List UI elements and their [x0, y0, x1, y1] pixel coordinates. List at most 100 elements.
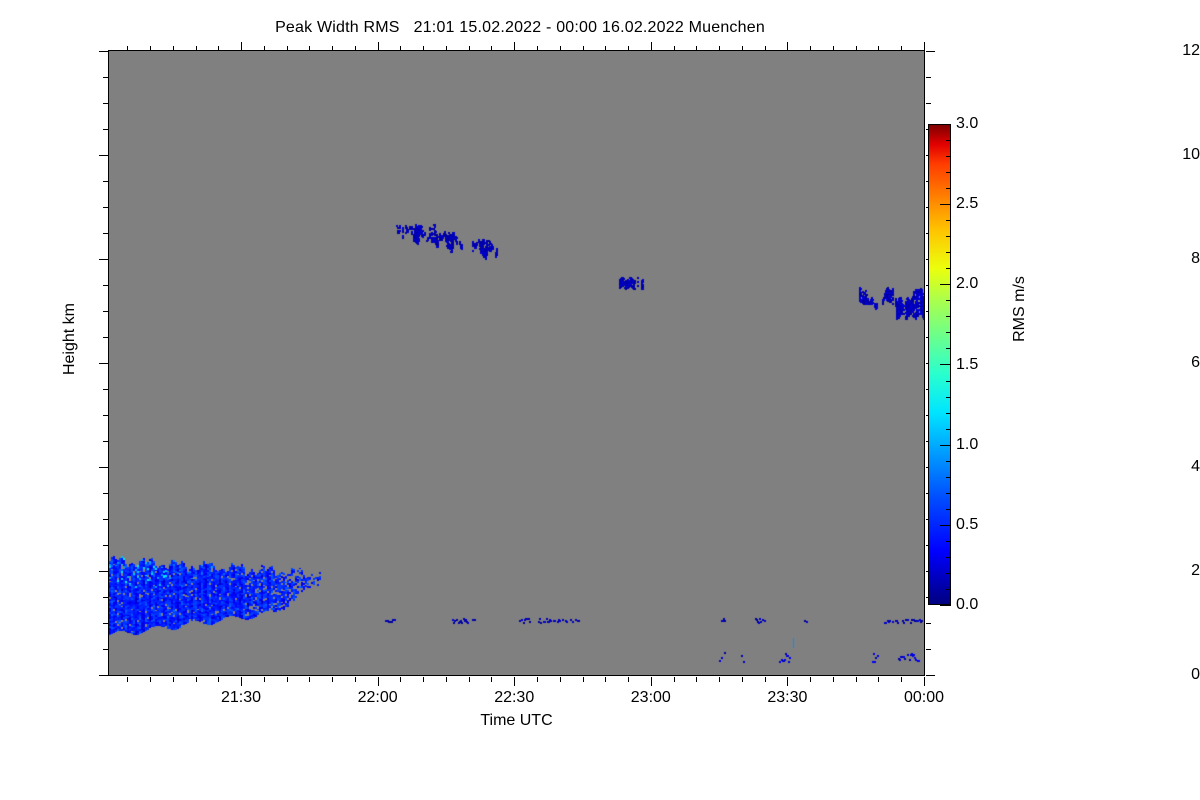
x-tick	[446, 677, 447, 682]
x-tick-top	[446, 46, 447, 51]
x-tick	[264, 677, 265, 682]
y-tick-label: 8	[1191, 250, 1200, 267]
x-tick-top	[127, 46, 128, 51]
colorbar-tick	[946, 252, 951, 253]
x-tick-top	[378, 42, 379, 51]
y-tick-label: 6	[1191, 354, 1200, 371]
x-tick-top	[355, 46, 356, 51]
x-tick	[241, 677, 242, 686]
colorbar-tick	[940, 445, 951, 446]
y-tick-right	[926, 51, 935, 52]
x-tick	[605, 677, 606, 682]
x-tick	[856, 677, 857, 682]
x-tick-top	[241, 42, 242, 51]
x-tick-label: 23:00	[630, 689, 671, 706]
x-tick-top	[287, 46, 288, 51]
y-tick	[103, 519, 108, 520]
colorbar-tick-label: 2.0	[956, 275, 979, 293]
x-tick	[287, 677, 288, 682]
x-tick-top	[514, 42, 515, 51]
x-tick-top	[674, 46, 675, 51]
x-tick	[150, 677, 151, 682]
x-tick-label: 22:30	[494, 689, 535, 706]
y-tick	[103, 181, 108, 182]
x-tick-top	[856, 46, 857, 51]
x-tick	[491, 677, 492, 682]
x-tick	[173, 677, 174, 682]
x-tick-top	[742, 46, 743, 51]
colorbar-tick-label: 3.0	[956, 115, 979, 132]
x-tick	[514, 677, 515, 686]
y-tick	[99, 571, 108, 572]
colorbar-tick-label: 0.0	[956, 596, 979, 613]
y-tick-right	[926, 103, 931, 104]
colorbar-tick	[946, 332, 951, 333]
y-tick-label: 0	[1191, 666, 1200, 683]
y-tick	[103, 207, 108, 208]
y-tick	[103, 623, 108, 624]
y-tick-label: 4	[1191, 458, 1200, 475]
x-tick-label: 21:30	[221, 689, 262, 706]
colorbar-tick	[940, 204, 951, 205]
x-tick	[400, 677, 401, 682]
x-tick	[674, 677, 675, 682]
y-tick	[103, 129, 108, 130]
y-tick-label: 10	[1182, 146, 1200, 163]
x-tick-top	[628, 46, 629, 51]
y-tick	[103, 311, 108, 312]
y-tick	[103, 77, 108, 78]
x-tick	[218, 677, 219, 682]
x-tick-top	[173, 46, 174, 51]
x-tick	[423, 677, 424, 682]
x-tick	[833, 677, 834, 682]
x-tick-top	[833, 46, 834, 51]
x-tick	[355, 677, 356, 682]
colorbar-tick	[946, 509, 951, 510]
colorbar-tick	[946, 316, 951, 317]
y-tick	[99, 363, 108, 364]
y-tick	[103, 649, 108, 650]
x-tick-label: 00:00	[903, 689, 945, 706]
x-tick	[742, 677, 743, 682]
x-tick-top	[719, 46, 720, 51]
x-tick-top	[651, 42, 652, 51]
x-tick-top	[787, 42, 788, 51]
colorbar-tick	[940, 364, 951, 365]
colorbar-tick	[946, 188, 951, 189]
x-tick	[127, 677, 128, 682]
x-tick-top	[196, 46, 197, 51]
y-tick	[103, 597, 108, 598]
x-tick-top	[332, 46, 333, 51]
colorbar-tick-label: 1.0	[956, 435, 979, 453]
x-tick	[719, 677, 720, 682]
x-tick-top	[309, 46, 310, 51]
x-tick	[469, 677, 470, 682]
y-tick	[99, 155, 108, 156]
y-tick	[103, 415, 108, 416]
x-tick	[810, 677, 811, 682]
colorbar-tick	[940, 525, 951, 526]
colorbar-tick	[946, 172, 951, 173]
y-tick	[103, 545, 108, 546]
x-tick-top	[218, 46, 219, 51]
x-axis-title: Time UTC	[480, 712, 553, 729]
y-tick-right	[926, 675, 935, 676]
x-tick	[332, 677, 333, 682]
colorbar-tick	[946, 300, 951, 301]
x-tick	[765, 677, 766, 682]
x-tick	[378, 677, 379, 686]
x-tick-label: 22:00	[357, 689, 398, 706]
colorbar-tick	[946, 397, 951, 398]
y-tick	[103, 337, 108, 338]
x-tick-top	[150, 46, 151, 51]
x-tick-top	[810, 46, 811, 51]
x-tick-top	[901, 46, 902, 51]
heatmap-canvas	[109, 51, 924, 675]
x-tick-top	[924, 42, 925, 51]
colorbar-tick	[946, 557, 951, 558]
y-axis-title: Height km	[61, 302, 78, 376]
colorbar-tick	[946, 236, 951, 237]
colorbar-tick	[940, 124, 951, 125]
y-tick-label: 12	[1182, 42, 1200, 59]
x-tick-top	[469, 46, 470, 51]
